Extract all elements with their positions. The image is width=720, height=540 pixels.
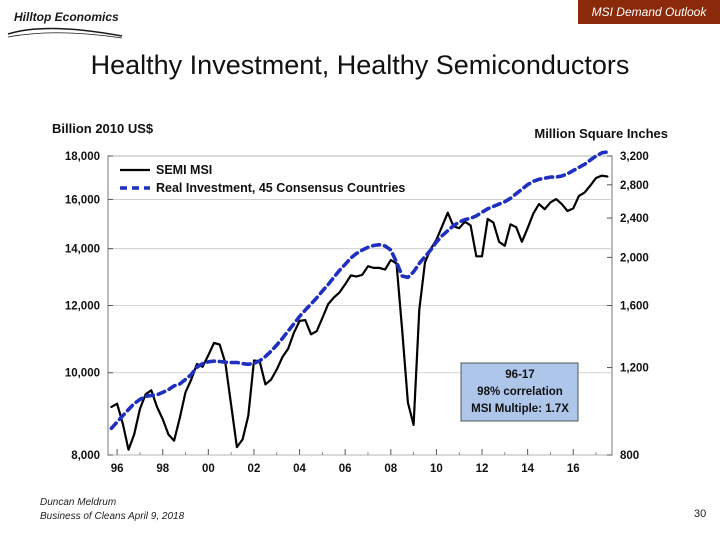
x-tick-label: 02 [248, 463, 261, 475]
left-axis-label: Billion 2010 US$ [52, 121, 154, 136]
section-badge: MSI Demand Outlook [578, 0, 720, 24]
left-tick-label: 12,000 [65, 301, 100, 313]
x-tick-label: 06 [339, 463, 352, 475]
annotation-line: 96-17 [505, 369, 534, 381]
x-tick-label: 12 [476, 463, 489, 475]
footer: Duncan Meldrum Business of Cleans April … [40, 496, 184, 524]
footer-event: Business of Cleans April 9, 2018 [40, 511, 185, 522]
right-tick-label: 1,600 [620, 301, 649, 313]
left-tick-label: 16,000 [65, 194, 100, 206]
slide-title: Healthy Investment, Healthy Semiconducto… [90, 50, 630, 80]
right-axis-label: Million Square Inches [534, 126, 668, 141]
x-tick-label: 08 [384, 463, 397, 475]
logo-swoosh-icon [7, 27, 123, 39]
series-line-real-investment [109, 150, 610, 431]
annotation-line: 98% correlation [477, 386, 563, 398]
footer-author: Duncan Meldrum [40, 497, 117, 508]
legend-label-real-investment: Real Investment, 45 Consensus Countries [156, 181, 405, 195]
x-tick-label: 16 [567, 463, 580, 475]
x-tick-label: 96 [111, 463, 124, 475]
right-tick-label: 800 [620, 450, 639, 462]
right-tick-label: 1,200 [620, 363, 649, 375]
left-tick-label: 10,000 [65, 368, 100, 380]
logo: Hilltop Economics [6, 4, 126, 40]
left-tick-label: 18,000 [65, 151, 100, 163]
x-tick-label: 14 [521, 463, 534, 475]
right-tick-label: 2,400 [620, 213, 649, 225]
annotation-box [460, 362, 579, 422]
right-tick-label: 2,000 [620, 252, 649, 264]
page-number: 30 [694, 508, 707, 520]
left-tick-label: 8,000 [71, 450, 100, 462]
right-tick-label: 2,800 [620, 180, 649, 192]
right-tick-label: 3,200 [620, 151, 649, 163]
x-tick-label: 04 [293, 463, 306, 475]
x-tick-label: 98 [156, 463, 169, 475]
x-tick-label: 10 [430, 463, 443, 475]
x-tick-label: 00 [202, 463, 215, 475]
legend-label-semi-msi: SEMI MSI [156, 163, 212, 177]
left-tick-label: 14,000 [65, 244, 100, 256]
annotation-line: MSI Multiple: 1.7X [471, 403, 569, 415]
logo-text: Hilltop Economics [14, 10, 119, 24]
